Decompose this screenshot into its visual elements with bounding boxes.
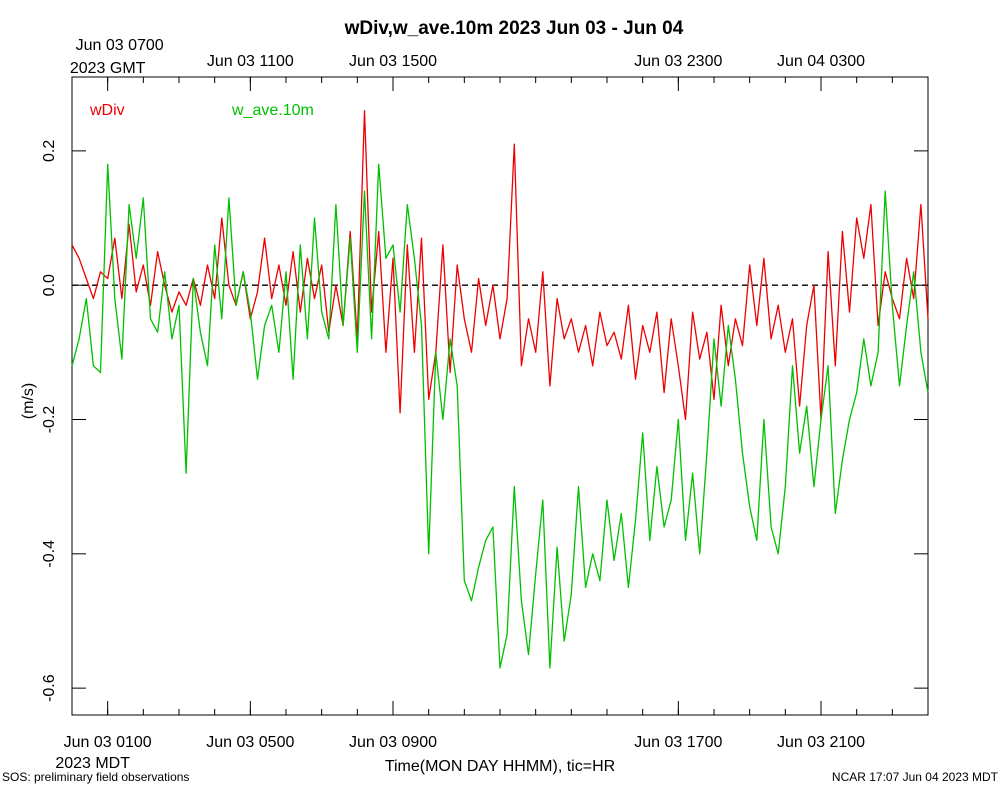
y-axis-label: (m/s) [20,383,37,419]
x-tick-label-top: Jun 03 2300 [634,53,722,70]
series-layer [71,109,929,669]
footer-right-timestamp: NCAR 17:07 Jun 04 2023 MDT [832,770,999,784]
y-tick-label: -0.6 [41,674,58,702]
y-tick-label: 0.0 [41,274,58,296]
series-line-w-ave-10m [71,163,929,669]
x-axis-label: Time(MON DAY HHMM), tic=HR [385,758,615,775]
top-axis-labels: Jun 03 0700 2023 GMT Jun 03 1100 Jun 03 150… [70,37,865,77]
x-tick-sublabel-bottom: 2023 MDT [55,755,130,772]
x-tick-label-bottom: Jun 03 0900 [349,734,437,751]
plot-frame [71,76,929,716]
x-tick-label-top: Jun 04 0300 [777,53,865,70]
y-tick-label: -0.4 [41,540,58,568]
y-axis-labels: 0.2 0.0 -0.2 -0.4 -0.6 [41,140,58,702]
y-tick-label: 0.2 [41,140,58,162]
y-tick-label: -0.2 [41,406,58,434]
x-tick-label-bottom: Jun 03 2100 [777,734,865,751]
x-tick-label-top: Jun 03 1100 [207,53,294,70]
legend: wDiv w_ave.10m [89,102,314,119]
bottom-axis-labels: Jun 03 0100 2023 MDT Jun 03 0500 Jun 03 090… [55,734,865,772]
x-tick-label-bottom: Jun 03 1700 [634,734,722,751]
axis-ticks [71,77,929,715]
chart-title: wDiv,w_ave.10m 2023 Jun 03 - Jun 04 [344,18,684,39]
x-tick-label-bottom: Jun 03 0500 [206,734,294,751]
x-tick-label-top: Jun 03 0700 [76,37,164,54]
legend-entry: w_ave.10m [231,102,314,119]
x-tick-sublabel-top: 2023 GMT [70,60,146,77]
footer-left-note: SOS: preliminary field observations [2,770,189,784]
x-tick-label-top: Jun 03 1500 [349,53,437,70]
legend-entry: wDiv [89,102,125,119]
series-line-wdiv [71,109,929,421]
x-tick-label-bottom: Jun 03 0100 [64,734,152,751]
